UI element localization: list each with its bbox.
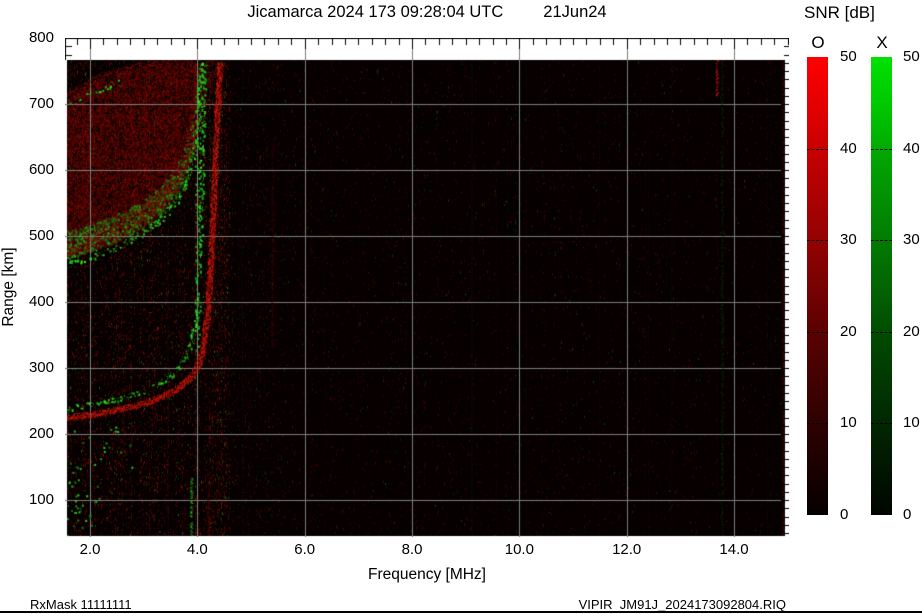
colorbar-tick-dash [871,331,892,333]
y-tick-label: 300 [28,359,54,376]
colorbar-x-label: X [876,33,888,52]
colorbar-o-tick-label: 30 [840,231,857,249]
y-tick-label: 500 [28,227,54,244]
x-tick-label: 12.0 [612,541,642,558]
y-tick-label: 700 [28,95,54,112]
colorbar-x-tick-label: 10 [903,414,920,432]
y-axis-title: Range [km] [0,247,17,327]
colorbar-x-gradient [871,57,892,515]
x-tick-label: 14.0 [719,541,749,558]
colorbar-o-tick-label: 40 [840,139,857,157]
colorbar-o-label: O [811,33,825,52]
colorbar-x-tick-label: 0 [903,506,912,523]
colorbar-tick-dash [807,148,828,150]
colorbar-title: SNR [dB] [804,3,875,22]
data-file-name-text: VIPIR JM91J_2024173092804.RIQ [578,597,786,612]
plot-title-main: Jicamarca 2024 173 09:28:04 UTC [247,3,504,21]
colorbar-o-tick-label: 50 [840,48,857,65]
rxmask-status-text: RxMask 11111111 [30,597,132,612]
colorbar-o-tick-label: 0 [840,506,849,523]
colorbar-tick-dash [807,240,828,242]
plot-title: Jicamarca 2024 173 09:28:04 UTC 21Jun24 [65,3,789,22]
y-tick-label: 200 [28,425,54,442]
colorbar-tick-dash [871,148,892,150]
colorbar-o-gradient [807,57,828,515]
colorbar-x-tick-label: 50 [903,48,920,65]
plot-title-date: 21Jun24 [543,3,607,21]
colorbar-o-tick-label: 10 [840,414,857,432]
colorbar-tick-dash [871,423,892,425]
y-tick-label: 600 [28,161,54,178]
colorbar-x-tick-label: 20 [903,322,920,340]
x-tick-label: 6.0 [294,541,316,558]
colorbar-x-tick-label: 30 [903,231,920,249]
colorbar-tick-dash [871,240,892,242]
y-tick-label: 800 [28,29,54,46]
x-tick-label: 8.0 [401,541,423,558]
colorbar-tick-dash [807,423,828,425]
colorbar-o-tick-label: 20 [840,322,857,340]
y-tick-label: 400 [28,293,54,310]
y-tick-label: 100 [28,491,54,508]
x-tick-label: 10.0 [504,541,534,558]
bottom-divider-line [0,611,922,613]
colorbar-tick-dash [807,331,828,333]
colorbar-x-tick-label: 40 [903,139,920,157]
x-tick-label: 2.0 [79,541,101,558]
ionogram-plot-canvas [65,38,789,537]
x-tick-label: 4.0 [186,541,208,558]
x-axis-title: Frequency [MHz] [367,566,486,583]
